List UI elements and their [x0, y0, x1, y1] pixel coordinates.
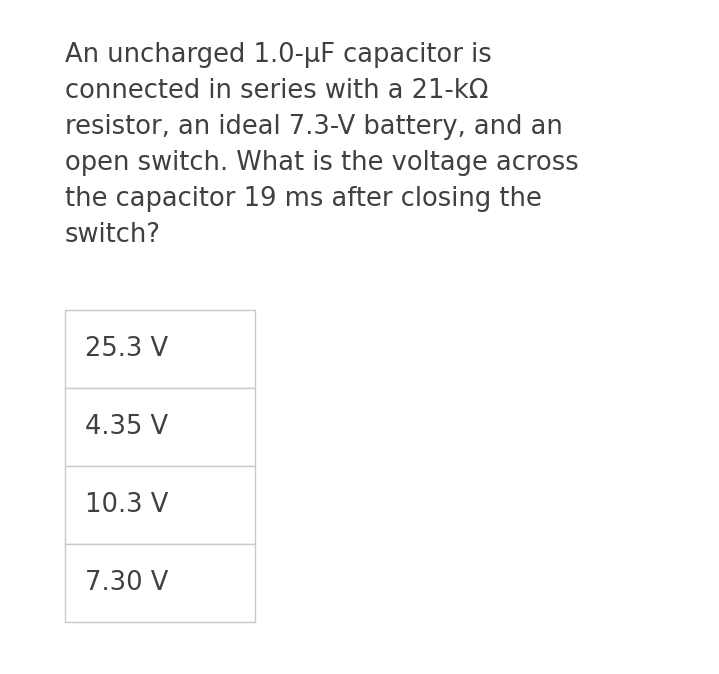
Text: An uncharged 1.0-μF capacitor is
connected in series with a 21-kΩ
resistor, an i: An uncharged 1.0-μF capacitor is connect…: [65, 42, 579, 248]
Bar: [65, 388, 255, 466]
Text: 25.3 V: 25.3 V: [85, 336, 168, 362]
Text: 7.30 V: 7.30 V: [85, 570, 168, 596]
Bar: [65, 466, 255, 544]
Text: 4.35 V: 4.35 V: [85, 414, 168, 440]
Bar: [65, 310, 255, 388]
Text: 10.3 V: 10.3 V: [85, 492, 168, 518]
Bar: [65, 544, 255, 622]
